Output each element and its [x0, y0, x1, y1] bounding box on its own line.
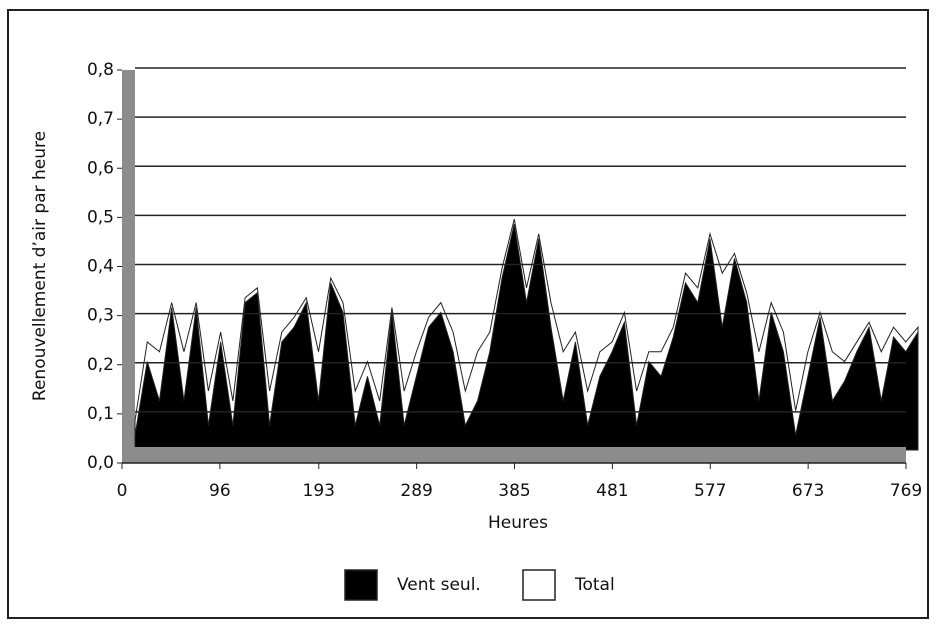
- x-axis-label: Heures: [488, 513, 548, 533]
- x-tick-label: 385: [498, 481, 530, 501]
- x-tick-label: 0: [117, 481, 128, 501]
- x-tick-label: 769: [890, 481, 922, 501]
- x-tick-label: 96: [209, 481, 231, 501]
- legend-swatch: [522, 569, 556, 601]
- legend-swatch: [344, 569, 378, 601]
- x-tick-label: 193: [303, 481, 335, 501]
- x-tick-label: 481: [596, 481, 628, 501]
- y-tick-label: 0,0: [87, 453, 114, 473]
- y-tick-label: 0,2: [87, 355, 114, 375]
- y-tick-label: 0,3: [87, 306, 114, 326]
- y-tick-label: 0,5: [87, 207, 114, 227]
- y-axis-label: Renouvellement d’air par heure: [30, 131, 50, 401]
- y-tick-label: 0,6: [87, 158, 114, 178]
- x-tick-label: 289: [400, 481, 432, 501]
- y-tick-label: 0,1: [87, 404, 114, 424]
- y-tick-label: 0,7: [87, 109, 114, 129]
- x-tick-label: 673: [792, 481, 824, 501]
- legend-label: Total: [574, 575, 615, 595]
- x-tick-label: 577: [694, 481, 726, 501]
- plot-wall: [122, 70, 135, 463]
- plot-floor: [122, 447, 906, 463]
- y-tick-label: 0,4: [87, 257, 114, 277]
- legend-label: Vent seul.: [397, 575, 481, 595]
- y-tick-label: 0,8: [87, 60, 114, 80]
